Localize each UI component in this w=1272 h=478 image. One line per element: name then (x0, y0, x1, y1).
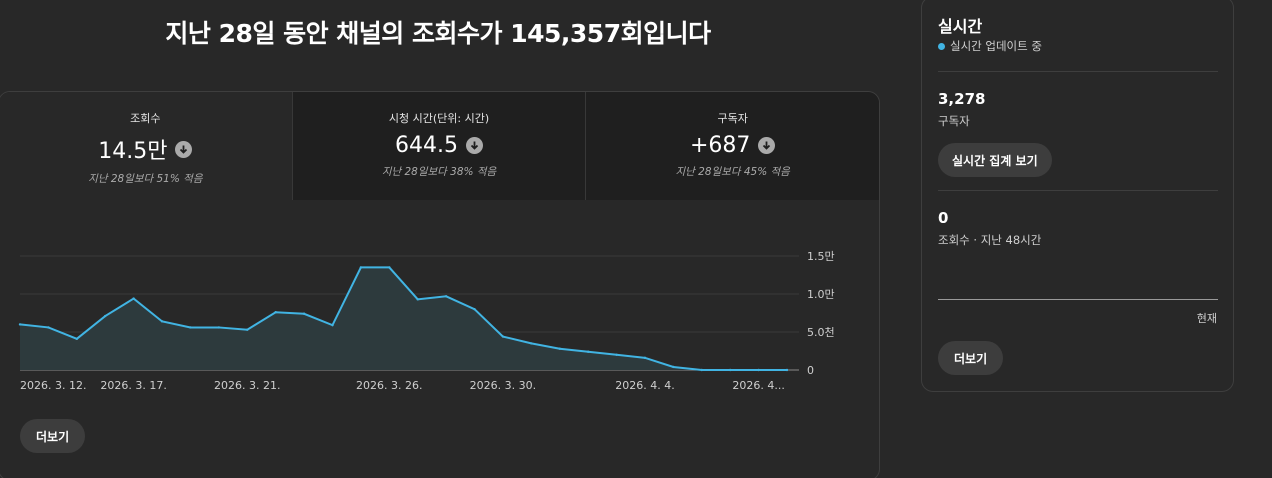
data-point (728, 368, 732, 372)
data-point (643, 356, 647, 360)
y-tick-label: 1.0만 (807, 288, 835, 301)
metric-label: 시청 시간(단위: 시간) (388, 112, 490, 125)
data-point (473, 308, 476, 311)
series-line (19, 266, 787, 371)
realtime-title: 실시간 (938, 17, 983, 36)
arrow-down-icon (175, 140, 193, 158)
metric-tabs: 조회수 14.5만 지난 28일보다 51% 적음 시청 시간(단위: 시간) … (0, 92, 879, 200)
realtime-more-button[interactable]: 더보기 (938, 341, 1004, 375)
x-tick-label: 2026. 3. 26. (356, 379, 422, 392)
page-headline: 지난 28일 동안 채널의 조회수가 145,357회입니다 (165, 19, 711, 48)
more-button[interactable]: 더보기 (20, 419, 86, 453)
data-point (331, 323, 334, 327)
x-tick-label: 2026. 3. 30. (470, 379, 536, 392)
data-point (615, 353, 618, 356)
realtime-views-label: 조회수 · 지난 48시간 (938, 233, 1042, 247)
data-point (672, 365, 675, 369)
x-tick-label: 2026. 3. 12. (20, 379, 86, 392)
realtime-chart-baseline (938, 299, 1218, 300)
arrow-down-icon (758, 137, 776, 154)
data-point (586, 350, 590, 353)
data-point (302, 312, 306, 315)
subscriber-count: 3,278 (938, 90, 986, 108)
subscriber-label: 구독자 (938, 114, 970, 128)
data-point (530, 342, 533, 345)
divider (938, 71, 1218, 72)
data-point (388, 266, 391, 269)
realtime-card: 실시간 실시간 업데이트 중 3,278 구독자 실시간 집계 보기 0 조회수… (921, 0, 1234, 392)
data-point (785, 368, 789, 372)
data-point (558, 347, 561, 350)
data-point (416, 298, 419, 301)
data-point (444, 295, 448, 298)
metric-value: 14.5만 (98, 139, 168, 164)
data-point (47, 326, 50, 329)
metric-value: 644.5 (395, 133, 458, 158)
data-point (217, 326, 221, 329)
metric-comparison: 지난 28일보다 51% 적음 (88, 173, 203, 185)
metric-tab-subscribers[interactable]: 구독자 +687 지난 28일보다 45% 적음 (586, 92, 879, 200)
realtime-count-button[interactable]: 실시간 집계 보기 (938, 143, 1052, 177)
data-point (700, 368, 703, 372)
metric-comparison: 지난 28일보다 45% 적음 (675, 166, 790, 178)
arrow-down-icon (466, 137, 483, 154)
y-tick-label: 5.0천 (807, 325, 835, 339)
data-point (104, 314, 107, 318)
realtime-views-count: 0 (938, 209, 949, 227)
data-point (359, 266, 363, 269)
data-point (501, 335, 505, 338)
x-tick-label: 2026. 3. 21. (214, 379, 280, 392)
x-tick-label: 2026. 3. 17. (100, 379, 166, 392)
live-status-text: 실시간 업데이트 중 (950, 39, 1042, 53)
data-point (757, 368, 760, 372)
area-fill (20, 267, 787, 370)
data-point (189, 326, 192, 329)
data-point (75, 337, 79, 341)
y-tick-label: 1.5만 (807, 250, 835, 263)
metric-label: 구독자 (717, 112, 748, 125)
views-chart: 1.5만 1.0만 5.0천 0 2026. 3. 12. 2026. 3. 17. 202… (18, 250, 835, 392)
data-point (246, 328, 249, 331)
now-label: 현재 (1196, 312, 1217, 325)
metric-tab-views[interactable]: 조회수 14.5만 지난 28일보다 51% 적음 (0, 92, 293, 200)
metric-label: 조회수 (130, 112, 161, 125)
data-point (18, 323, 22, 326)
data-point (274, 311, 277, 314)
metric-tab-watch-time[interactable]: 시청 시간(단위: 시간) 644.5 지난 28일보다 38% 적음 (293, 92, 587, 200)
data-point (160, 320, 164, 323)
x-tick-label: 2026. 4... (732, 379, 784, 392)
analytics-card: 조회수 14.5만 지난 28일보다 51% 적음 시청 시간(단위: 시간) … (0, 91, 880, 478)
data-point (132, 297, 135, 300)
metric-value: +687 (689, 133, 751, 158)
x-tick-label: 2026. 4. 4. (615, 379, 674, 392)
y-tick-label: 0 (807, 364, 814, 377)
metric-comparison: 지난 28일보다 38% 적음 (381, 166, 497, 178)
divider (938, 190, 1218, 191)
live-dot-icon (938, 42, 945, 50)
